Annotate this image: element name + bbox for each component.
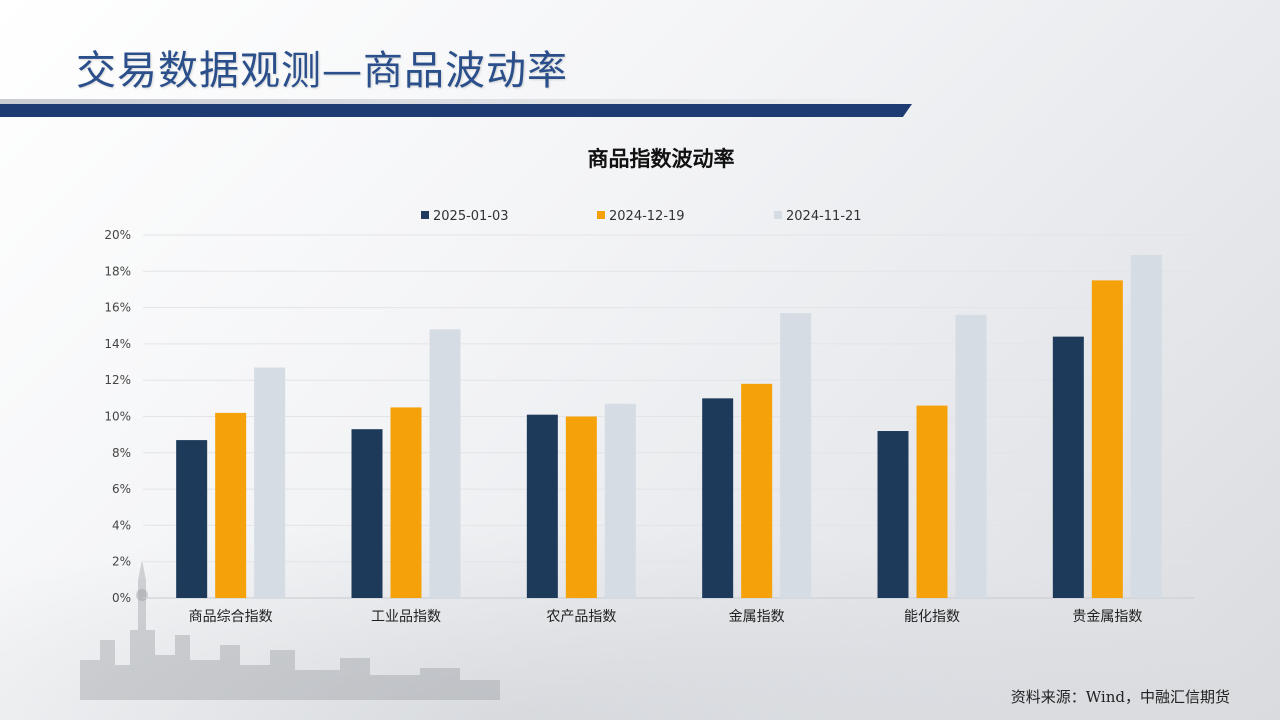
bar: [390, 407, 422, 598]
y-tick-label: 16%: [104, 301, 131, 315]
legend-label: 2024-12-19: [609, 209, 685, 224]
x-tick-label: 金属指数: [729, 609, 785, 625]
y-tick-label: 2%: [112, 555, 131, 569]
title-underline-bar: [0, 104, 912, 117]
x-tick-label: 工业品指数: [371, 609, 441, 625]
bar: [526, 414, 558, 598]
y-tick-label: 4%: [112, 518, 131, 532]
x-tick-label: 商品综合指数: [189, 609, 273, 625]
bar: [702, 398, 734, 598]
bar: [955, 314, 987, 598]
y-tick-label: 10%: [104, 410, 131, 424]
bar: [1052, 336, 1084, 598]
y-tick-label: 8%: [112, 446, 131, 460]
bar: [741, 383, 773, 598]
bar: [176, 440, 208, 598]
x-tick-label: 贵金属指数: [1072, 609, 1142, 625]
x-tick-label: 能化指数: [904, 609, 960, 625]
bar: [215, 412, 247, 598]
legend-swatch: [421, 211, 429, 219]
bar: [351, 429, 383, 598]
bar: [916, 405, 948, 598]
bar: [1091, 280, 1123, 598]
bar: [877, 431, 909, 598]
x-tick-label: 农产品指数: [546, 609, 616, 625]
legend-swatch: [597, 211, 605, 219]
bar: [780, 313, 812, 598]
legend-label: 2024-11-21: [786, 209, 862, 224]
y-tick-label: 20%: [104, 228, 131, 242]
y-tick-label: 14%: [104, 337, 131, 351]
y-tick-label: 18%: [104, 264, 131, 278]
data-source-note: 资料来源：Wind，中融汇信期货: [1010, 688, 1230, 706]
y-tick-label: 6%: [112, 482, 131, 496]
bar: [604, 403, 636, 598]
legend-swatch: [774, 211, 782, 219]
y-tick-label: 0%: [112, 591, 131, 605]
y-tick-label: 12%: [104, 373, 131, 387]
legend-label: 2025-01-03: [433, 209, 509, 224]
bar: [1130, 254, 1162, 598]
bar: [429, 329, 461, 598]
bar: [565, 416, 597, 598]
slide-title: 交易数据观测—商品波动率: [76, 48, 568, 94]
title-underline-light: [0, 99, 915, 105]
bar: [254, 367, 286, 598]
chart-title: 商品指数波动率: [588, 147, 735, 171]
